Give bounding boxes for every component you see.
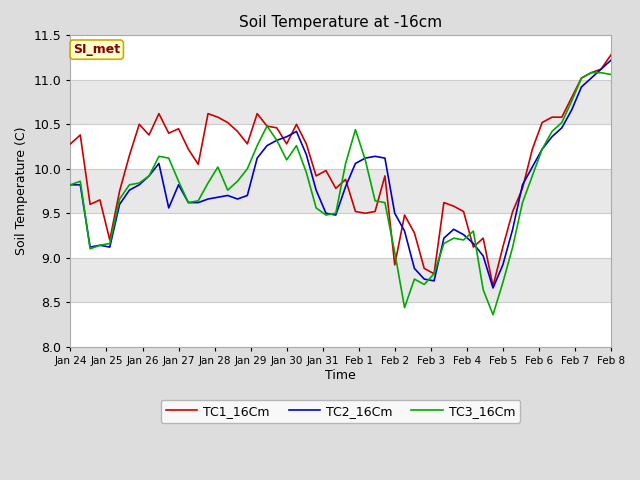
TC1_16Cm — [371, 209, 379, 215]
TC3_16Cm — [263, 123, 271, 129]
TC2_16Cm — [479, 253, 487, 259]
Bar — [70, 80, 611, 124]
TC2_16Cm — [401, 228, 408, 234]
TC3_16Cm — [607, 72, 615, 77]
Text: SI_met: SI_met — [73, 43, 120, 56]
TC2_16Cm — [607, 58, 615, 63]
X-axis label: Time: Time — [325, 369, 356, 382]
TC2_16Cm — [67, 182, 74, 188]
TC1_16Cm — [67, 141, 74, 147]
Bar — [70, 302, 611, 347]
Title: Soil Temperature at -16cm: Soil Temperature at -16cm — [239, 15, 442, 30]
Bar — [70, 213, 611, 258]
Bar — [70, 169, 611, 213]
TC1_16Cm — [401, 212, 408, 218]
Bar — [70, 124, 611, 169]
Bar — [70, 258, 611, 302]
TC3_16Cm — [489, 312, 497, 318]
TC3_16Cm — [76, 179, 84, 184]
TC2_16Cm — [263, 143, 271, 148]
TC1_16Cm — [479, 235, 487, 241]
Line: TC1_16Cm: TC1_16Cm — [70, 55, 611, 286]
TC3_16Cm — [588, 70, 595, 75]
TC3_16Cm — [479, 287, 487, 293]
Bar — [70, 36, 611, 80]
TC1_16Cm — [607, 52, 615, 58]
TC2_16Cm — [420, 276, 428, 282]
TC3_16Cm — [420, 282, 428, 288]
TC1_16Cm — [263, 123, 271, 129]
TC2_16Cm — [371, 154, 379, 159]
TC1_16Cm — [489, 283, 497, 289]
Line: TC3_16Cm: TC3_16Cm — [70, 72, 611, 315]
Legend: TC1_16Cm, TC2_16Cm, TC3_16Cm: TC1_16Cm, TC2_16Cm, TC3_16Cm — [161, 400, 520, 423]
TC1_16Cm — [420, 265, 428, 271]
TC2_16Cm — [76, 182, 84, 188]
TC3_16Cm — [371, 198, 379, 204]
Y-axis label: Soil Temperature (C): Soil Temperature (C) — [15, 127, 28, 255]
TC3_16Cm — [67, 182, 74, 188]
TC1_16Cm — [76, 132, 84, 138]
Line: TC2_16Cm: TC2_16Cm — [70, 60, 611, 288]
TC3_16Cm — [401, 305, 408, 311]
TC2_16Cm — [489, 285, 497, 291]
